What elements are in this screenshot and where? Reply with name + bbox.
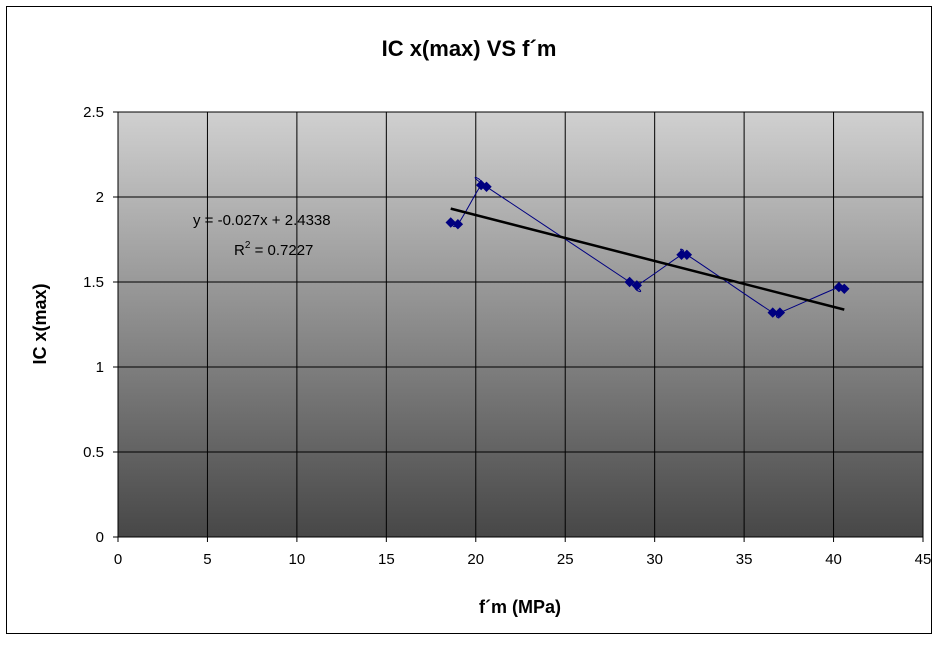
r-squared-r: R: [234, 242, 245, 259]
r-squared-value: = 0.7227: [250, 242, 313, 259]
y-tick-label: 0.5: [83, 444, 104, 461]
x-tick-label: 25: [557, 551, 574, 568]
x-tick-label: 35: [736, 551, 753, 568]
y-tick-label: 2.5: [83, 104, 104, 121]
x-tick-label: 40: [825, 551, 842, 568]
x-tick-label: 20: [467, 551, 484, 568]
x-tick-label: 0: [114, 551, 122, 568]
x-tick-label: 5: [203, 551, 211, 568]
x-tick-label: 15: [378, 551, 395, 568]
data-point-marker: [631, 280, 642, 291]
data-point-marker: [624, 276, 635, 288]
data-point-marker: [767, 307, 778, 318]
y-tick-label: 1.5: [83, 274, 104, 291]
y-tick-label: 0: [96, 529, 104, 546]
gridlines: [113, 111, 924, 542]
x-tick-label: 45: [915, 551, 932, 568]
data-point-marker: [681, 249, 693, 261]
trendline-equation: y = -0.027x + 2.4338: [193, 212, 331, 229]
x-tick-labels: 0 5 10 15 20 25 30 35 40 45: [114, 551, 932, 568]
plot-area: [117, 111, 924, 538]
trendline: [450, 207, 845, 311]
y-tick-label: 2: [96, 189, 104, 206]
x-tick-label: 30: [646, 551, 663, 568]
x-axis-title: f´m (MPa): [479, 597, 561, 617]
data-point-marker: [445, 217, 456, 228]
data-point-marker: [839, 283, 850, 295]
chart-title: IC x(max) VS f´m: [382, 36, 557, 61]
x-tick-label: 10: [289, 551, 306, 568]
data-point-marker: [774, 307, 786, 318]
y-tick-labels: 0 0.5 1 1.5 2 2.5: [83, 104, 104, 546]
y-tick-label: 1: [96, 359, 104, 376]
data-points: [445, 179, 850, 318]
r-squared-superscript: 2: [245, 240, 251, 251]
y-axis-title: IC x(max): [30, 283, 50, 364]
data-point-marker: [481, 181, 492, 193]
data-point-marker: [452, 218, 464, 230]
r-squared-label: R2 = 0.7227: [234, 240, 313, 259]
